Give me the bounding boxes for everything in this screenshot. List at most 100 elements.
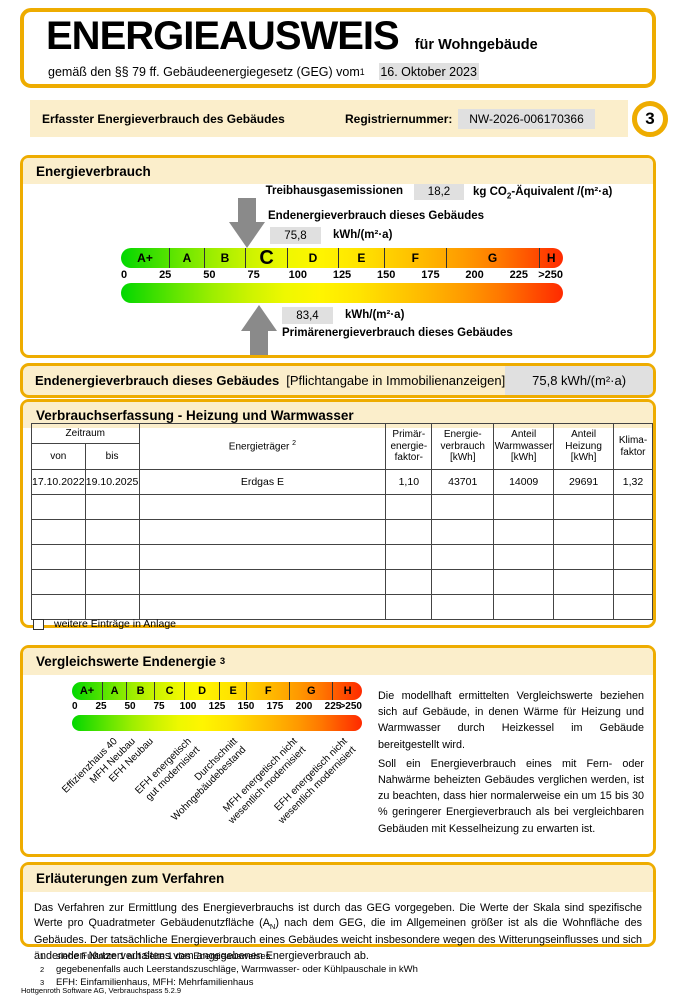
col-header-to: bis [84, 443, 140, 470]
comparison-paragraph-1: Die modellhaft ermittelten Vergleichswer… [378, 690, 644, 751]
scale-class: B [205, 248, 247, 268]
scale-class: G [290, 682, 334, 700]
col-header-period: Zeitraum [31, 423, 140, 444]
table-row-empty [31, 569, 653, 595]
col-header-climate-factor: Klima- faktor [613, 423, 653, 470]
section-title-strip: Energieverbrauch [23, 158, 653, 184]
section-title: Energieverbrauch [36, 163, 151, 179]
page-number-badge: 3 [632, 101, 668, 137]
primary-energy-arrow-up-icon [241, 305, 277, 355]
col-header-primary-factor: Primär- energie- faktor- [385, 423, 433, 470]
section-title-strip: Erläuterungen zum Verfahren [23, 865, 653, 892]
scale-class: A+ [72, 682, 104, 700]
header-title-row: ENERGIEAUSWEIS für Wohngebäude [46, 14, 538, 59]
axis-tick: 0 [72, 701, 78, 712]
axis-tick: 50 [124, 701, 136, 712]
axis-tick: 150 [377, 269, 396, 281]
comparison-axis-ticks: 0 25 50 75 100 125 150 175 200 225 >250 [72, 701, 362, 713]
scale-class: A [103, 682, 128, 700]
axis-tick: 75 [247, 269, 260, 281]
meta-section-label: Erfasster Energieverbrauch des Gebäudes [42, 111, 285, 126]
page-subtitle: für Wohngebäude [414, 37, 538, 53]
consumption-table: Zeitraum Energieträger 2 Primär- energie… [31, 423, 653, 620]
table-row-empty [31, 594, 653, 620]
more-entries-checkbox[interactable] [33, 618, 44, 630]
primary-energy-label: Primärenergieverbrauch dieses Gebäudes [282, 327, 513, 339]
page-number: 3 [645, 109, 655, 128]
axis-tick: 200 [465, 269, 484, 281]
axis-tick: 200 [295, 701, 313, 712]
registration-label: Registriernummer: [345, 111, 453, 126]
table-row-empty [31, 494, 653, 520]
end-energy-summary-bar: Endenergieverbrauch dieses Gebäudes [Pfl… [20, 363, 656, 398]
table-header-row: Zeitraum Energieträger 2 Primär- energie… [31, 423, 653, 470]
axis-tick: 225 [509, 269, 528, 281]
col-header-heating: Anteil Heizung [kWh] [553, 423, 614, 470]
axis-tick: 175 [421, 269, 440, 281]
energy-class-scale: A+ A B C D E F G H [121, 247, 563, 269]
energy-gradient-band [121, 283, 563, 303]
col-header-consumption: Energie- verbrauch [kWh] [431, 423, 495, 470]
axis-tick: 125 [332, 269, 352, 281]
table-row-empty [31, 544, 653, 570]
table-row-empty [31, 519, 653, 545]
scale-class: A [170, 248, 205, 268]
section-title: Verbrauchserfassung - Heizung und Warmwa… [36, 407, 354, 423]
scale-class: D [288, 248, 339, 268]
col-header-from: von [31, 443, 86, 470]
meta-bar: Erfasster Energieverbrauch des Gebäudes … [30, 100, 628, 137]
method-explanation-text: Das Verfahren zur Ermittlung des Energie… [34, 902, 642, 962]
scale-class: H [546, 251, 556, 265]
scale-class: E [220, 682, 248, 700]
axis-tick: >250 [339, 701, 362, 712]
scale-class: G [447, 248, 540, 268]
summary-note: [Pflichtangabe in Immobilienanzeigen] [286, 373, 506, 388]
footnote: 3 EFH: Einfamilienhaus, MFH: Mehrfamilie… [40, 977, 254, 988]
axis-tick: 125 [208, 701, 226, 712]
ghg-emissions-unit: kg CO2-Äquivalent /(m²·a) [473, 186, 613, 201]
scale-class-current: C [246, 247, 289, 269]
axis-tick: >250 [538, 269, 563, 281]
axis-tick: 25 [159, 269, 172, 281]
end-energy-arrow-down-icon [229, 198, 265, 248]
axis-tick: 150 [237, 701, 255, 712]
footnote: 2 gegebenenfalls auch Leerstandszuschläg… [40, 964, 418, 975]
table-row: 17.10.2022 19.10.2025 Erdgas E 1,10 4370… [31, 469, 653, 495]
scale-class: E [339, 248, 385, 268]
section-title-strip: Vergleichswerte Endenergie 3 [23, 648, 653, 675]
comparison-explanation-text: Die modellhaft ermittelten Vergleichswer… [378, 688, 644, 840]
more-entries-label: weitere Einträge in Anlage [54, 618, 176, 630]
scale-class: C [155, 682, 186, 700]
ghg-emissions-label: Treibhausgasemissionen [265, 185, 403, 197]
axis-tick: 100 [179, 701, 197, 712]
law-reference-row: gemäß den §§ 79 ff. Gebäudeenergiegesetz… [48, 63, 479, 80]
primary-energy-unit: kWh/(m²·a) [345, 309, 405, 321]
scale-axis-ticks: 0 25 50 75 100 125 150 175 200 225 >250 [121, 269, 563, 282]
scale-class: F [385, 248, 447, 268]
scale-class: B [127, 682, 156, 700]
axis-tick: 225 [324, 701, 342, 712]
section-title: Vergleichswerte Endenergie [36, 654, 217, 669]
comparison-paragraph-2: Soll ein Energieverbrauch eines mit Fern… [378, 757, 644, 835]
summary-label: Endenergieverbrauch dieses Gebäudes [35, 373, 280, 388]
end-energy-value: 75,8 [270, 227, 321, 244]
comparison-gradient-band [72, 715, 362, 731]
col-header-energy-carrier: Energieträger 2 [138, 423, 387, 470]
summary-value: 75,8 kWh/(m²·a) [505, 366, 653, 395]
comparison-values-section: Vergleichswerte Endenergie 3 A+ A B C D … [20, 645, 656, 857]
axis-tick: 50 [203, 269, 216, 281]
header-box: ENERGIEAUSWEIS für Wohngebäude gemäß den… [20, 8, 656, 88]
footnote: 1 siehe Fußnote 1 auf Seite 1 des Energi… [40, 951, 271, 962]
software-credit: Hottgenroth Software AG, Verbrauchspass … [21, 986, 182, 995]
scale-class: F [247, 682, 291, 700]
more-entries-row: weitere Einträge in Anlage [33, 618, 176, 630]
registration-number: NW-2026-006170366 [458, 108, 595, 129]
axis-tick: 25 [95, 701, 107, 712]
axis-tick: 100 [288, 269, 307, 281]
law-date-value: 16. Oktober 2023 [378, 63, 479, 80]
axis-tick: 175 [266, 701, 284, 712]
ghg-emissions-value: 18,2 [414, 184, 464, 200]
section-title: Erläuterungen zum Verfahren [36, 871, 225, 886]
scale-class: H [343, 685, 352, 697]
